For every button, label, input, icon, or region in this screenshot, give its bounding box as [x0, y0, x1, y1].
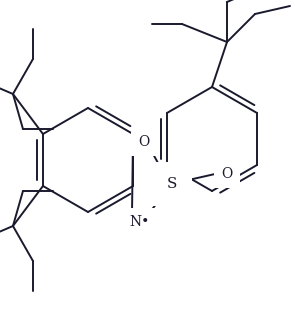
Text: O: O	[221, 167, 233, 181]
Text: O: O	[138, 135, 150, 149]
Text: S: S	[167, 177, 177, 191]
Text: N•: N•	[130, 215, 150, 229]
